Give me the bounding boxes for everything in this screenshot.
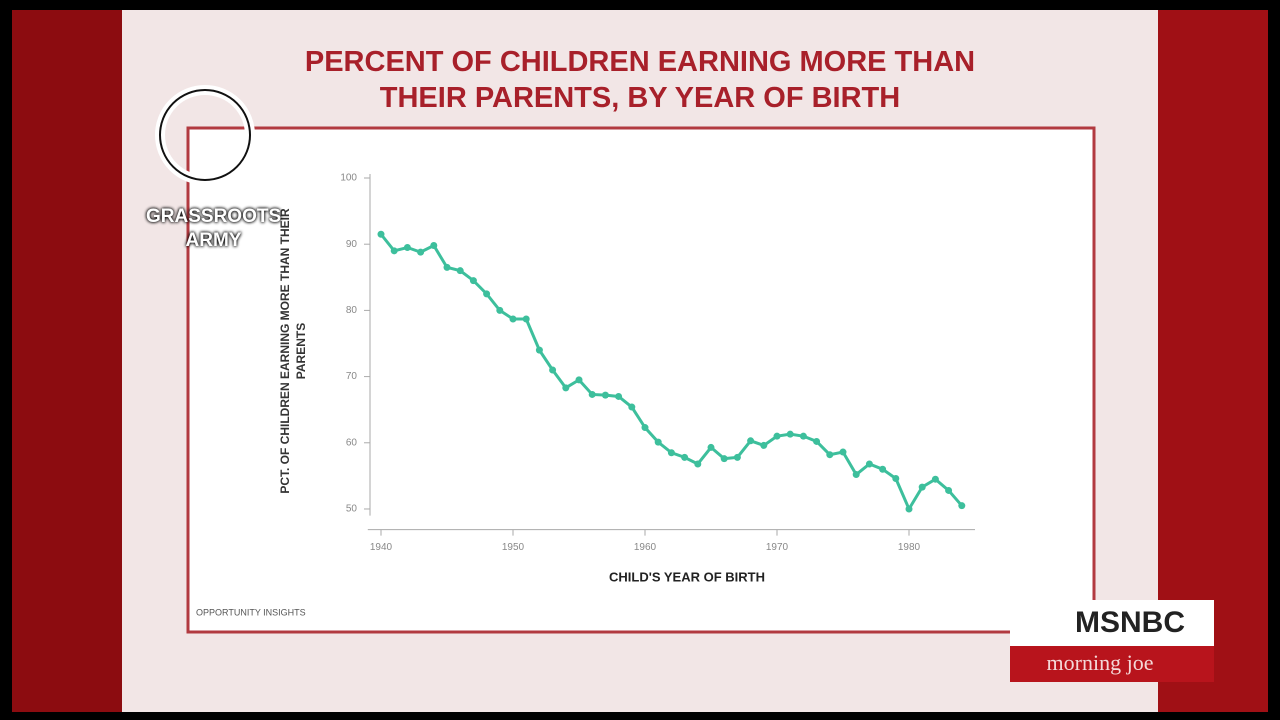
logo [155,85,255,185]
point [535,346,543,354]
point [707,443,715,451]
point [826,451,834,459]
x-tick-label: 1970 [766,542,789,553]
point [522,315,530,323]
point [747,437,755,445]
watermark: GRASSROOTS ARMY [146,206,282,251]
point [390,247,398,255]
curtain-right [1158,10,1268,712]
x-tick-label: 1980 [898,542,921,553]
point [417,248,425,256]
point [469,277,477,285]
point [733,453,741,461]
point [403,244,411,252]
point [588,390,596,398]
x-tick-label: 1960 [634,542,657,553]
x-axis-label: CHILD'S YEAR OF BIRTH [609,569,765,584]
point [813,437,821,445]
point [562,384,570,392]
point [786,430,794,438]
point [958,502,966,510]
point [601,391,609,399]
point [430,242,438,250]
chart-title: PERCENT OF CHILDREN EARNING MORE THAN TH… [304,46,976,114]
point [839,448,847,456]
source: OPPORTUNITY INSIGHTS [196,607,306,617]
point [575,376,583,384]
point [509,315,517,323]
point [456,267,464,275]
point [905,505,913,513]
y-tick-label: 80 [346,305,358,316]
x-tick-label: 1940 [370,542,393,553]
point [694,460,702,468]
point [628,403,636,411]
show: morning joe [1047,650,1154,675]
point [377,230,385,238]
point [641,424,649,432]
point [496,306,504,314]
point [879,465,887,473]
point [681,453,689,461]
point [483,290,491,298]
point [549,366,557,374]
point [654,438,662,446]
y-tick-label: 50 [346,504,358,515]
point [667,449,675,457]
point [865,460,873,468]
point [720,455,728,463]
y-tick-label: 60 [346,437,358,448]
point [918,483,926,491]
x-tick-label: 1950 [502,542,525,553]
network-box [1010,600,1214,646]
point [615,392,623,400]
y-tick-label: 100 [340,173,357,184]
point [945,486,953,494]
show-box [1010,646,1214,682]
point [931,475,939,483]
point [443,263,451,271]
y-tick-label: 90 [346,239,358,250]
y-tick-label: 70 [346,371,358,382]
point [760,441,768,449]
point [799,432,807,440]
chart-panel [186,126,1096,634]
y-axis-label: PCT. OF CHILDREN EARNING MORE THAN THEIR… [278,208,308,494]
point [852,471,860,479]
curtain-left [12,10,122,712]
network: MSNBC [1075,606,1185,639]
point [892,475,900,483]
point [773,432,781,440]
